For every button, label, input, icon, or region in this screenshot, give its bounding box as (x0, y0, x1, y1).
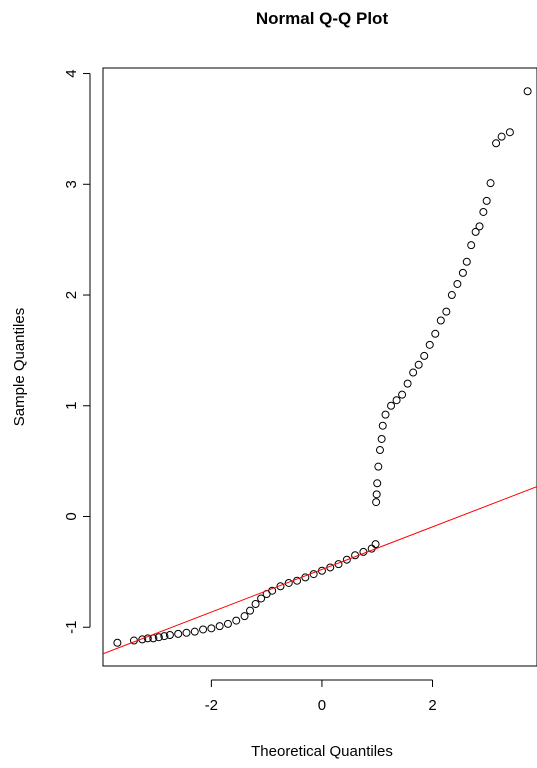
point (453, 279, 462, 288)
point (215, 622, 224, 631)
y-tick-label: -1 (63, 621, 80, 634)
point (372, 498, 381, 507)
point (371, 540, 380, 549)
point (375, 446, 384, 455)
y-tick-label: 4 (63, 69, 80, 77)
point (442, 307, 451, 316)
point (165, 630, 174, 639)
point (398, 390, 407, 399)
point (377, 434, 386, 443)
point (251, 599, 260, 608)
point (462, 257, 471, 266)
point (240, 612, 249, 621)
x-tick-label: -2 (205, 697, 218, 714)
point (479, 207, 488, 216)
point (492, 139, 501, 148)
point (257, 594, 266, 603)
point (482, 196, 491, 205)
point (199, 625, 208, 634)
point (431, 329, 440, 338)
y-tick-label: 2 (63, 291, 80, 299)
x-axis-label: Theoretical Quantiles (251, 743, 393, 760)
point (232, 616, 241, 625)
point (387, 401, 396, 410)
point (372, 490, 381, 499)
x-tick-label: 2 (428, 697, 436, 714)
point (414, 360, 423, 369)
reference-line (103, 486, 537, 655)
y-tick-label: 3 (63, 180, 80, 188)
point (378, 421, 387, 430)
point (425, 340, 434, 349)
point (505, 128, 514, 137)
point (381, 410, 390, 419)
point (447, 291, 456, 300)
point (467, 241, 476, 250)
point (154, 633, 163, 642)
x-tick-label: 0 (318, 697, 326, 714)
point (409, 368, 418, 377)
point (373, 479, 382, 488)
point (246, 606, 255, 615)
y-tick-label: 0 (63, 512, 80, 520)
y-axis-label: Sample Quantiles (11, 308, 28, 426)
point (436, 316, 445, 325)
plot-area (103, 87, 537, 655)
point (497, 132, 506, 141)
point (374, 462, 383, 471)
point (190, 627, 199, 636)
point (207, 624, 216, 633)
point (160, 632, 169, 641)
point (223, 619, 232, 628)
point (458, 268, 467, 277)
point (471, 227, 480, 236)
y-tick-label: 1 (63, 402, 80, 410)
chart-title: Normal Q-Q Plot (256, 9, 389, 28)
point (475, 222, 484, 231)
point (420, 351, 429, 360)
point (138, 635, 147, 644)
point (113, 638, 122, 647)
point (174, 629, 183, 638)
point (486, 179, 495, 188)
point (182, 628, 191, 637)
point (403, 379, 412, 388)
plot-frame (102, 67, 537, 667)
point (523, 87, 532, 96)
point (284, 578, 293, 587)
point (268, 586, 277, 595)
point (342, 555, 351, 564)
point (392, 396, 401, 405)
